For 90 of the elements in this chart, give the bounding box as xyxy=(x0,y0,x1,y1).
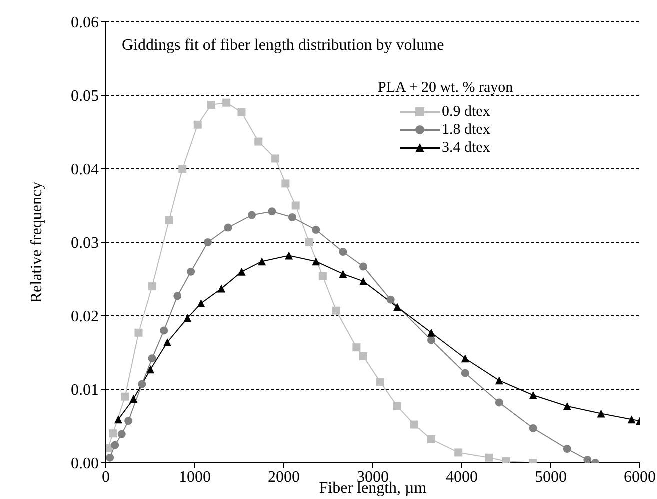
point xyxy=(584,456,592,463)
y-tick-label: 0.03 xyxy=(71,235,99,252)
point xyxy=(359,352,368,360)
point xyxy=(359,277,368,286)
point xyxy=(268,208,276,216)
text: Giddings fit of fiber length distribution by volume xyxy=(122,37,444,54)
point xyxy=(386,296,395,304)
point xyxy=(305,238,314,246)
point xyxy=(628,416,636,424)
point xyxy=(224,224,232,232)
point xyxy=(178,165,187,173)
point xyxy=(160,326,168,335)
point xyxy=(238,108,246,116)
x-tick-label: 5000 xyxy=(535,469,567,486)
point xyxy=(174,292,182,300)
y-tick-label: 0.05 xyxy=(71,88,99,106)
point xyxy=(393,402,402,410)
point xyxy=(288,214,296,222)
y-axis-title: Relative frequency xyxy=(28,182,46,304)
point xyxy=(427,336,436,344)
point xyxy=(121,392,130,401)
point xyxy=(124,417,133,426)
point xyxy=(134,328,143,337)
point xyxy=(258,258,266,266)
point xyxy=(197,300,206,308)
x-tick-label: 4000 xyxy=(446,469,478,486)
point xyxy=(254,138,263,146)
x-tick-label: 6000 xyxy=(624,469,656,486)
y-tick-label: 0.04 xyxy=(71,162,99,179)
point xyxy=(218,284,226,293)
point xyxy=(312,226,320,234)
point xyxy=(529,424,538,432)
point xyxy=(461,354,470,363)
point xyxy=(376,378,384,386)
point xyxy=(427,328,436,337)
point xyxy=(106,454,114,462)
point xyxy=(164,338,172,346)
point xyxy=(495,376,504,385)
point xyxy=(148,354,156,363)
legend-title: PLA + 20 wt. % rayon xyxy=(378,80,514,97)
x-tick-label: 1000 xyxy=(179,469,211,486)
point xyxy=(352,344,361,352)
point xyxy=(485,454,494,462)
point xyxy=(427,435,436,444)
point xyxy=(454,448,463,457)
legend-label: 0.9 dtex xyxy=(442,103,490,121)
point xyxy=(165,216,174,224)
y-tick-label: 0.01 xyxy=(71,382,99,400)
point xyxy=(393,303,402,312)
point xyxy=(187,268,196,276)
point xyxy=(285,252,294,260)
x-axis-title: Fiber length, µm xyxy=(319,480,428,497)
point xyxy=(461,369,470,378)
point xyxy=(292,202,300,210)
point xyxy=(207,101,216,110)
point xyxy=(312,258,320,266)
point xyxy=(146,366,155,374)
point xyxy=(563,402,572,410)
point xyxy=(109,430,118,438)
point xyxy=(563,445,572,454)
point xyxy=(339,248,348,256)
point xyxy=(282,180,290,188)
legend-label: 1.8 dtex xyxy=(442,121,490,139)
point xyxy=(339,270,348,278)
point xyxy=(184,314,192,322)
point xyxy=(238,268,246,276)
y-tick-label: 0.02 xyxy=(71,308,99,326)
point xyxy=(495,398,504,407)
point xyxy=(194,120,202,129)
point xyxy=(138,380,146,388)
point xyxy=(111,441,120,450)
x-tick-label: 0 xyxy=(102,469,110,486)
point xyxy=(222,98,231,107)
legend-label: 3.4 dtex xyxy=(442,139,490,157)
point xyxy=(529,391,538,400)
point xyxy=(130,395,138,404)
point xyxy=(332,306,340,315)
point xyxy=(318,272,327,280)
y-tick-label: 0.06 xyxy=(71,14,99,32)
point xyxy=(114,416,122,424)
point xyxy=(359,262,368,271)
x-tick-label: 2000 xyxy=(268,469,300,486)
point xyxy=(272,154,280,163)
point xyxy=(204,238,212,246)
point xyxy=(410,420,418,429)
point xyxy=(597,410,606,418)
point xyxy=(148,282,156,291)
y-tick-label: 0.00 xyxy=(71,456,99,473)
point xyxy=(248,211,256,220)
point xyxy=(118,430,126,438)
